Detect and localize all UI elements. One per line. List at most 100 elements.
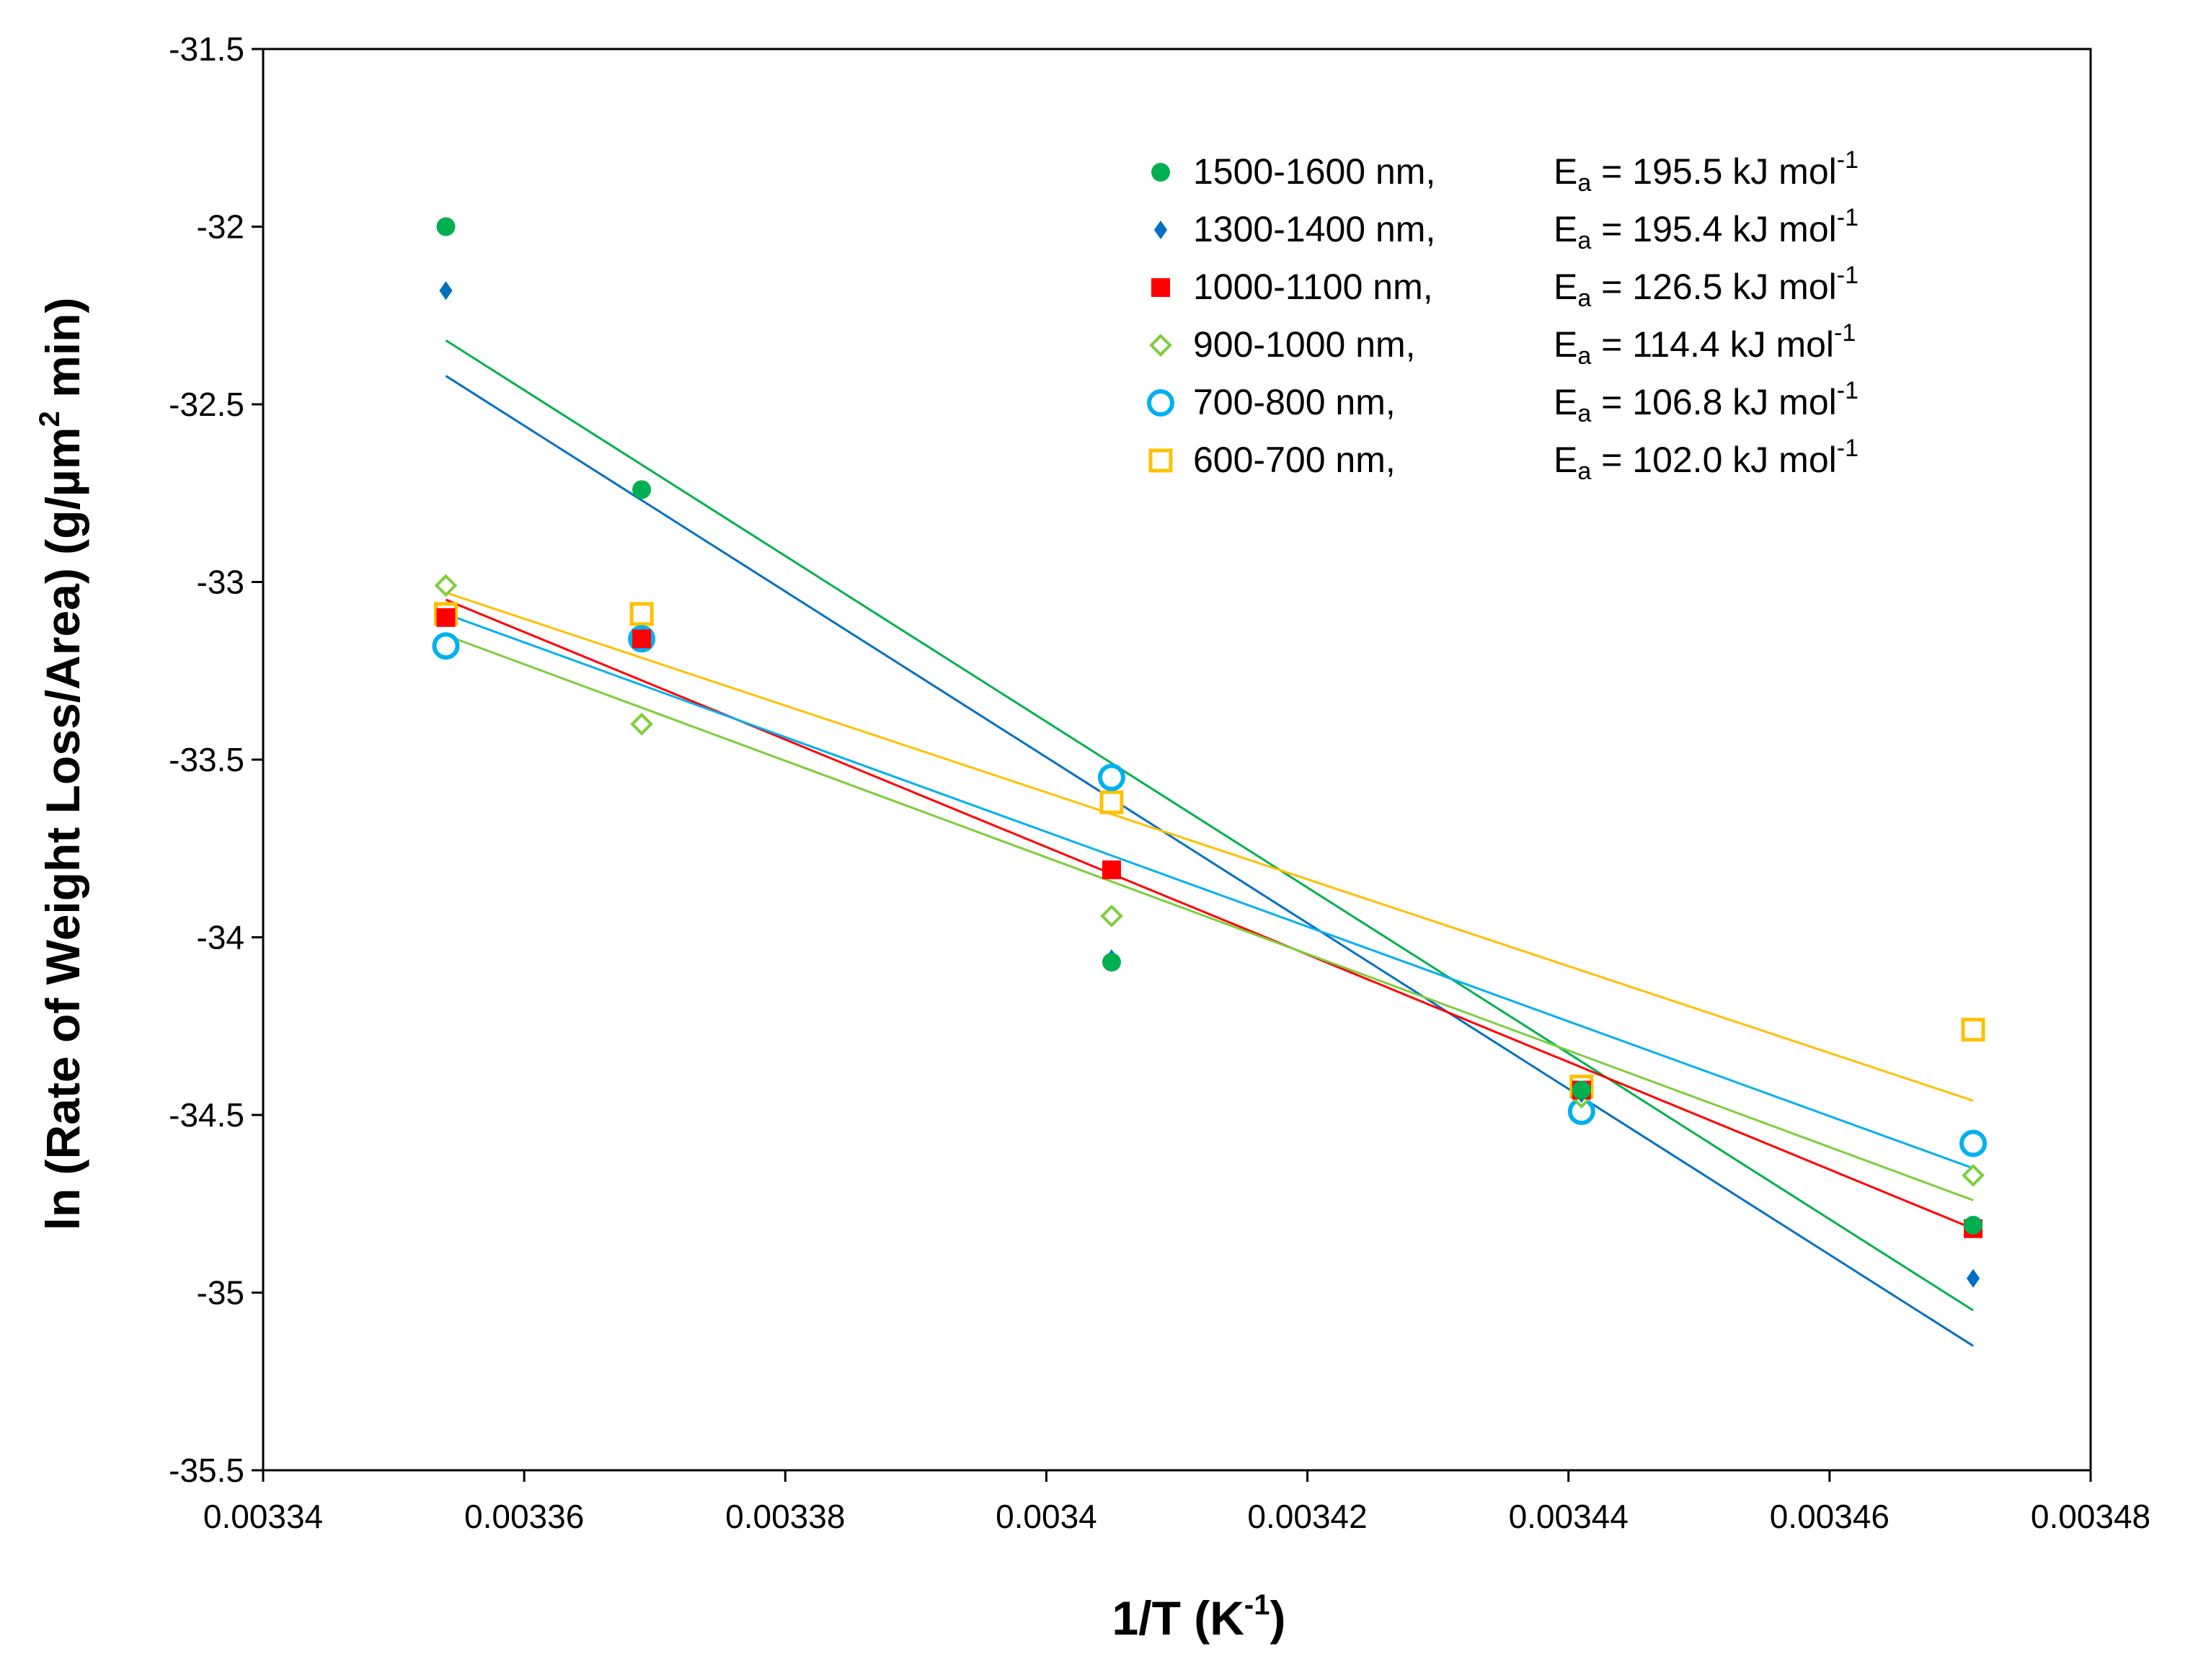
data-point (439, 281, 453, 301)
legend-ea-sup: -1 (1837, 146, 1858, 174)
y-tick-label: -35 (197, 1274, 244, 1312)
data-point (632, 480, 652, 499)
legend-ea-sub: a (1577, 227, 1591, 254)
legend-ea-sub: a (1577, 400, 1591, 427)
legend-ea-sup: -1 (1837, 435, 1858, 462)
axes (252, 48, 2092, 1482)
data-point (1572, 1080, 1591, 1100)
x-tick-label: 0.00344 (1509, 1498, 1629, 1535)
data-point (1964, 1215, 1983, 1235)
data-point (1961, 1018, 1985, 1042)
data-point (1102, 860, 1121, 879)
x-axis-title: 1/T (K-1) (1112, 1589, 1286, 1645)
legend-ea-label: Ea = 114.4 kJ mol-1 (1554, 319, 1856, 370)
y-tick-label: -31.5 (169, 30, 244, 68)
fit-line (445, 613, 1974, 1170)
legend-marker (1147, 389, 1174, 417)
legend-ea-sup: -1 (1837, 204, 1858, 231)
legend-ea-letter: E (1554, 382, 1577, 422)
legend-marker (1149, 334, 1172, 357)
legend-ea-letter: E (1554, 151, 1577, 192)
data-point (1966, 1268, 1980, 1288)
y-tick-label: -35.5 (169, 1452, 244, 1489)
y-tick-label: -33.5 (169, 741, 244, 778)
legend-range-label: 1300-1400 nm, (1193, 209, 1435, 249)
legend-ea-label: Ea = 106.8 kJ mol-1 (1554, 377, 1858, 427)
data-point (436, 608, 456, 627)
data-point (434, 574, 458, 597)
legend-range-label: 1500-1600 nm, (1193, 151, 1435, 192)
legend-marker (1153, 221, 1168, 239)
data-point (1099, 790, 1124, 814)
y-axis-title-sup: 2 (34, 411, 66, 427)
legend-ea-label: Ea = 102.0 kJ mol-1 (1554, 435, 1858, 485)
legend-ea-sup: -1 (1834, 319, 1856, 347)
legend-ea-letter: E (1554, 209, 1577, 249)
x-tick-label: 0.00336 (464, 1498, 584, 1535)
fit-line (445, 598, 1974, 1230)
fit-line (445, 375, 1974, 1347)
legend: 1500-1600 nm, Ea = 195.5 kJ mol-11300-140… (1147, 146, 1858, 485)
fit-lines (445, 339, 1974, 1347)
x-tick-label: 0.00342 (1247, 1498, 1367, 1535)
legend-range-label: 600-700 nm, (1193, 440, 1396, 480)
legend-marker (1151, 278, 1170, 297)
legend-ea-sub: a (1577, 285, 1591, 312)
legend-ea-value: = 195.5 kJ mol (1591, 151, 1836, 192)
x-tick-label: 0.00334 (203, 1498, 323, 1535)
y-tick-label: -33 (197, 564, 244, 601)
y-axis-title: ln (Rate of Weight Loss/Area) (g/µm2 min… (34, 298, 89, 1231)
data-point (436, 217, 456, 236)
legend-ea-label: Ea = 195.4 kJ mol-1 (1554, 204, 1858, 254)
legend-ea-sub: a (1577, 342, 1591, 370)
data-point (629, 602, 654, 626)
legend-ea-label: Ea = 195.5 kJ mol-1 (1554, 146, 1858, 197)
tick-labels: -31.5 -32 -32.5 -33 -33.5 -34 -34.5 -35 -35.5 0.0… (169, 30, 2150, 1535)
legend-ea-value: = 126.5 kJ mol (1591, 267, 1836, 307)
data-point (1962, 1163, 1985, 1187)
x-tick-label: 0.00346 (1770, 1498, 1889, 1535)
y-axis-title-main: ln (Rate of Weight Loss/Area) (g/µm (36, 427, 89, 1231)
data-point (1102, 953, 1121, 972)
y-tick-label: -32 (197, 208, 244, 246)
legend-ea-sub: a (1577, 169, 1591, 197)
legend-ea-letter: E (1554, 440, 1577, 480)
fit-line (445, 339, 1974, 1312)
x-tick-label: 0.00348 (2031, 1498, 2150, 1535)
legend-ea-sup: -1 (1837, 377, 1858, 404)
data-markers (432, 217, 1988, 1288)
legend-ea-sup: -1 (1837, 262, 1858, 289)
y-tick-label: -34.5 (169, 1096, 244, 1134)
legend-ea-value: = 106.8 kJ mol (1591, 382, 1836, 422)
legend-ea-letter: E (1554, 267, 1577, 307)
data-point (630, 712, 653, 736)
y-axis-title-end: min) (36, 298, 89, 412)
x-axis-title-main: 1/T (K (1112, 1591, 1245, 1645)
x-tick-label: 0.00338 (725, 1498, 845, 1535)
data-point (1097, 763, 1125, 791)
y-tick-label: -34 (197, 919, 244, 956)
x-axis-title-sup: -1 (1244, 1589, 1270, 1621)
x-tick-label: 0.0034 (996, 1498, 1097, 1535)
legend-marker (1151, 163, 1170, 182)
y-tick-label: -32.5 (169, 386, 244, 423)
legend-ea-value: = 102.0 kJ mol (1591, 440, 1836, 480)
data-point (1100, 905, 1123, 928)
legend-marker (1148, 448, 1173, 473)
data-point (1959, 1129, 1988, 1157)
data-point (632, 629, 652, 649)
legend-range-label: 700-800 nm, (1193, 382, 1396, 422)
fit-line (445, 634, 1974, 1201)
legend-ea-sub: a (1577, 458, 1591, 485)
fit-line (446, 591, 1974, 1102)
legend-ea-value: = 114.4 kJ mol (1591, 324, 1834, 365)
legend-ea-letter: E (1554, 324, 1577, 365)
legend-ea-value: = 195.4 kJ mol (1591, 209, 1836, 249)
legend-range-label: 900-1000 nm, (1193, 324, 1416, 365)
legend-ea-label: Ea = 126.5 kJ mol-1 (1554, 262, 1858, 312)
x-axis-title-end: ) (1270, 1591, 1285, 1645)
legend-range-label: 1000-1100 nm, (1193, 267, 1433, 307)
data-point (432, 632, 460, 660)
